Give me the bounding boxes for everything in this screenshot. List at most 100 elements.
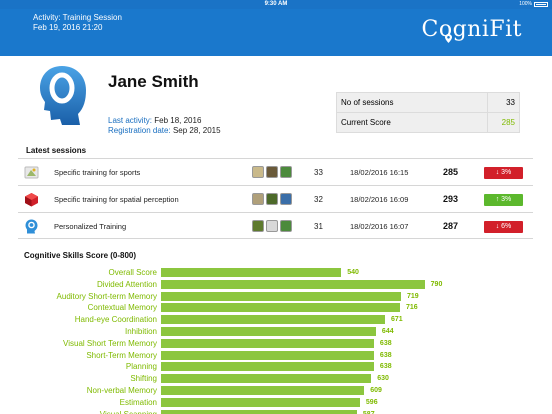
skill-bar	[161, 315, 385, 325]
bar-value-label: 644	[381, 328, 394, 335]
bar-category-label: Hand-eye Coordination	[74, 315, 157, 325]
session-date: 18/02/2016 16:09	[350, 195, 409, 204]
registration-date-label: Registration date:	[108, 126, 171, 135]
bar-value-label: 716	[405, 304, 418, 312]
session-date: 18/02/2016 16:15	[350, 168, 409, 177]
session-number: 32	[314, 195, 323, 204]
score-change-badge: ↑ 3%	[484, 194, 523, 206]
session-games	[252, 220, 292, 232]
session-number: 33	[314, 168, 323, 177]
game-thumbnail-icon	[252, 193, 264, 205]
bar-value-label: 587	[363, 410, 375, 414]
sports-icon	[24, 165, 39, 180]
score-change-badge: ↓ 6%	[484, 221, 523, 233]
session-score: 293	[442, 194, 458, 204]
status-bar: 9:30 AM 100%	[0, 0, 552, 9]
session-row[interactable]: Specific training for spatial perception…	[18, 185, 533, 212]
bar-value-label: 540	[347, 269, 359, 276]
skill-bar	[161, 350, 374, 360]
skill-bar	[161, 409, 357, 414]
bar-value-label: 638	[379, 363, 392, 371]
game-thumbnail-icon	[252, 220, 264, 232]
bar-value-label: 638	[379, 351, 392, 359]
score-change-badge: ↓ 3%	[484, 167, 523, 179]
bar-value-label: 671	[390, 316, 403, 324]
brand-logo: CogniFit	[421, 14, 522, 44]
bar-category-label: Visual Short Term Memory	[63, 338, 157, 348]
header-bar: Activity: Training Session Feb 19, 2016 …	[0, 9, 552, 56]
session-name: Specific training for sports	[54, 168, 141, 177]
arrow-down-icon: ↓	[495, 169, 502, 176]
stats-table: No of sessions 33 Current Score 285	[336, 92, 520, 133]
session-date: 18/02/2016 16:07	[350, 222, 409, 231]
skills-bar-chart: Overall Score 540 Divided Attention 790 Audi…	[0, 266, 552, 414]
battery-indicator: 100%	[519, 2, 548, 7]
score-change-value: 3%	[501, 169, 512, 176]
registration-date: Registration date: Sep 28, 2015	[108, 126, 221, 136]
bar-category-label: Shifting	[130, 374, 157, 384]
bar-category-label: Planning	[125, 362, 157, 372]
game-thumbnail-icon	[252, 166, 264, 178]
stats-row-score: Current Score 285	[336, 112, 520, 133]
skill-bar	[161, 303, 400, 313]
bar-value-label: 596	[365, 398, 378, 406]
session-games	[252, 193, 292, 205]
game-thumbnail-icon	[280, 193, 292, 205]
bar-category-label: Auditory Short-term Memory	[56, 291, 157, 301]
bar-value-label: 609	[370, 387, 382, 394]
game-thumbnail-icon	[266, 220, 278, 232]
bar-category-label: Short-Term Memory	[86, 350, 157, 360]
score-change-value: 3%	[501, 196, 512, 203]
bar-category-label: Overall Score	[108, 268, 157, 277]
profile-section: Jane Smith Last activity: Feb 18, 2016 R…	[0, 56, 552, 142]
activity-title: Activity: Training Session	[33, 13, 122, 22]
battery-percent: 100%	[519, 1, 532, 7]
bar-value-label: 630	[377, 375, 389, 383]
location-pin-icon	[445, 34, 453, 43]
registration-date-value: Sep 28, 2015	[172, 126, 221, 135]
sessions-list: Specific training for sports 33 18/02/2016…	[18, 158, 533, 239]
skill-bar	[161, 279, 425, 289]
cube-icon	[24, 192, 39, 207]
activity-datetime: Feb 19, 2016 21:20	[33, 23, 103, 32]
arrow-down-icon: ↓	[495, 223, 502, 230]
game-thumbnail-icon	[280, 220, 292, 232]
skill-bar	[161, 291, 401, 301]
user-name: Jane Smith	[108, 72, 199, 91]
sessions-count-value: 33	[487, 92, 520, 113]
last-activity-label: Last activity:	[108, 116, 153, 125]
session-row[interactable]: Personalized Training 31 18/02/2016 16:07 2…	[18, 212, 533, 239]
skill-bar	[161, 374, 372, 384]
session-score: 287	[442, 221, 458, 231]
session-row[interactable]: Specific training for sports 33 18/02/2016…	[18, 158, 533, 185]
session-score: 285	[442, 167, 458, 177]
skill-bar	[161, 338, 374, 348]
session-games	[252, 166, 292, 178]
bar-value-label: 719	[406, 292, 419, 300]
skills-chart-title: Cognitive Skills Score (0-800)	[24, 251, 137, 260]
game-thumbnail-icon	[266, 193, 278, 205]
game-thumbnail-icon	[280, 166, 292, 178]
current-score-value: 285	[487, 112, 520, 133]
session-name: Specific training for spatial perception	[54, 195, 179, 204]
current-score-label: Current Score	[336, 112, 488, 133]
head-icon	[24, 219, 39, 234]
stats-row-sessions: No of sessions 33	[336, 92, 520, 113]
skill-bar	[161, 397, 360, 407]
score-change-value: 6%	[501, 223, 512, 230]
bar-category-label: Estimation	[119, 397, 157, 407]
sessions-count-label: No of sessions	[336, 92, 488, 113]
latest-sessions-title: Latest sessions	[26, 146, 87, 155]
session-number: 31	[314, 222, 323, 231]
session-name: Personalized Training	[54, 222, 127, 231]
bar-category-label: Divided Attention	[96, 279, 157, 289]
bar-value-label: 790	[430, 280, 443, 288]
brand-name: CogniFit	[421, 16, 522, 42]
skill-bar	[161, 268, 342, 277]
skill-bar	[161, 386, 365, 395]
skill-bar	[161, 327, 376, 336]
bar-category-label: Non-verbal Memory	[86, 386, 157, 395]
bar-value-label: 638	[379, 339, 392, 347]
user-head-avatar-icon	[40, 66, 86, 125]
last-activity: Last activity: Feb 18, 2016	[108, 116, 201, 126]
